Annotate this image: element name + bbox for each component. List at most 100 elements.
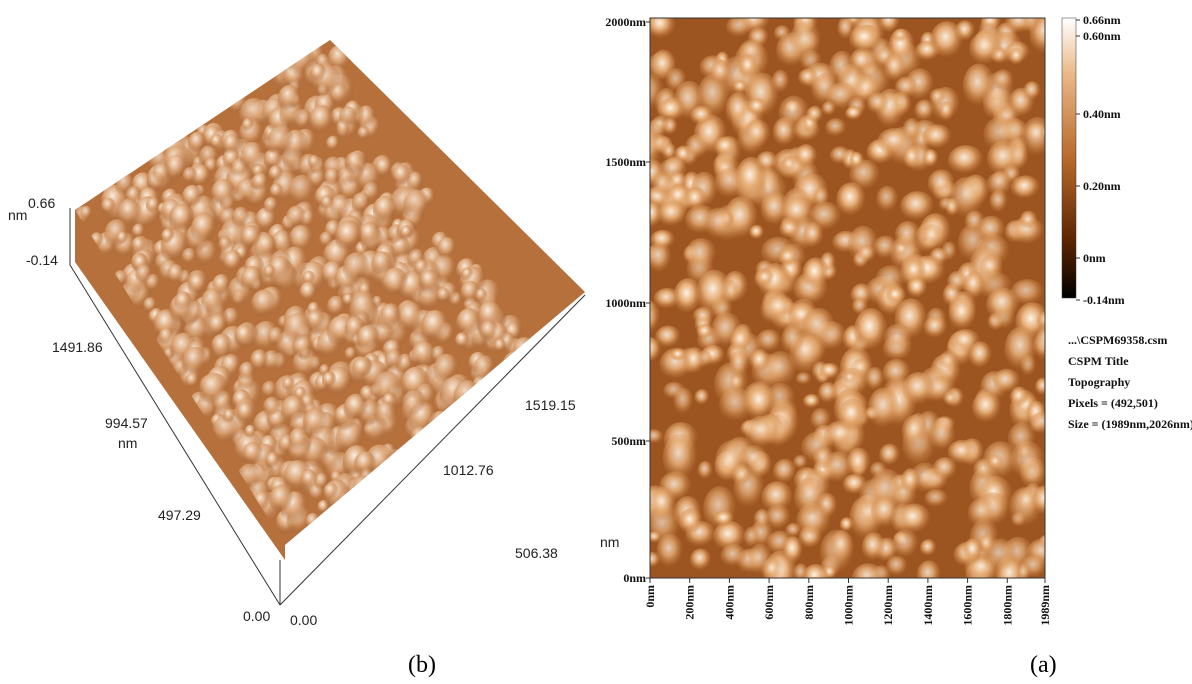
grain [849, 25, 882, 54]
peak [309, 105, 335, 137]
peak [305, 513, 320, 531]
grain [761, 481, 793, 514]
x-tick-label: 1519.15 [525, 397, 576, 413]
grain [738, 54, 758, 79]
grain [662, 143, 677, 161]
grain [988, 454, 1004, 470]
surface-3d [70, 38, 585, 605]
z-max: 0.66 [28, 195, 55, 211]
y-tick-label: 1500nm [605, 155, 646, 169]
grain [779, 96, 810, 132]
grain [884, 53, 907, 83]
grain [813, 187, 829, 209]
grain [818, 382, 838, 404]
x-tick-label: 506.38 [515, 545, 558, 561]
grain [963, 538, 983, 563]
peak [299, 282, 318, 304]
grain [992, 69, 1014, 91]
peak [211, 334, 233, 360]
peak [282, 377, 295, 393]
y-tick-label: 1491.86 [52, 339, 103, 355]
grain [847, 448, 871, 479]
peak [159, 328, 175, 347]
grain [710, 60, 732, 87]
peak [240, 142, 266, 173]
grain [893, 29, 909, 43]
x-unit: nm [600, 534, 619, 550]
grain [1005, 11, 1033, 35]
grain [756, 269, 775, 287]
grain [690, 548, 712, 571]
grain [679, 508, 703, 535]
peak [289, 428, 310, 453]
peak [116, 231, 128, 246]
x-tick-label: 1800nm [1000, 585, 1014, 626]
peak [223, 250, 243, 274]
peak [436, 287, 451, 304]
grain [715, 440, 749, 483]
grain [825, 82, 858, 110]
peak [375, 402, 398, 430]
peak [344, 394, 369, 424]
peak [288, 175, 316, 209]
peak [211, 179, 237, 210]
peak [143, 297, 157, 314]
peak [251, 289, 277, 320]
y-tick-label: 994.57 [105, 415, 148, 431]
peak [269, 485, 294, 515]
grain [694, 389, 709, 406]
grain [684, 347, 706, 375]
grain [854, 308, 888, 352]
info-line: CSPM Title [1068, 354, 1129, 368]
peak [135, 264, 153, 285]
peak [480, 320, 499, 343]
peak [241, 266, 264, 294]
peak [223, 409, 236, 425]
info-line: Topography [1068, 375, 1130, 389]
grain [813, 447, 834, 471]
grain [882, 359, 911, 388]
info-line: ...\CSPM69358.csm [1068, 333, 1167, 347]
grain [983, 116, 1018, 153]
grain [1004, 326, 1038, 372]
y-tick-label: 0.00 [243, 608, 270, 624]
peak [402, 390, 427, 420]
peak [244, 425, 256, 440]
grain [803, 222, 824, 249]
grain [781, 324, 805, 355]
grain [1010, 386, 1029, 408]
grain [949, 298, 977, 332]
y-tick-label: 500nm [611, 434, 646, 448]
grain [836, 182, 866, 217]
grain [754, 509, 771, 530]
peak [373, 196, 397, 225]
peak [335, 220, 363, 254]
colorbar-label: 0.60nm [1083, 29, 1121, 43]
peak [354, 451, 377, 478]
peak [453, 380, 482, 414]
info-line: Size = (1989nm,2026nm) [1068, 417, 1192, 431]
peak [161, 229, 175, 246]
colorbar-label: 0nm [1083, 251, 1106, 265]
peak [182, 248, 198, 267]
grain [825, 118, 847, 137]
peak [223, 134, 241, 156]
peak [437, 237, 457, 261]
peak [502, 350, 532, 386]
peak [268, 327, 285, 348]
figure: nm 0.66 -0.14 1491.86 994.57 nm 497.29 0… [0, 0, 1192, 684]
peak [263, 197, 279, 216]
x-tick-label: 1000nm [842, 585, 856, 626]
colorbar-label: -0.14nm [1083, 293, 1125, 307]
colorbar-label: 0.20nm [1083, 179, 1121, 193]
peak [352, 357, 372, 381]
grain [947, 271, 968, 294]
peak [339, 106, 358, 128]
grain [794, 477, 827, 518]
grain [645, 429, 664, 444]
grain [851, 358, 873, 378]
grain [969, 31, 1002, 66]
grain [1029, 412, 1057, 436]
grain [920, 224, 944, 250]
grain [773, 459, 797, 485]
